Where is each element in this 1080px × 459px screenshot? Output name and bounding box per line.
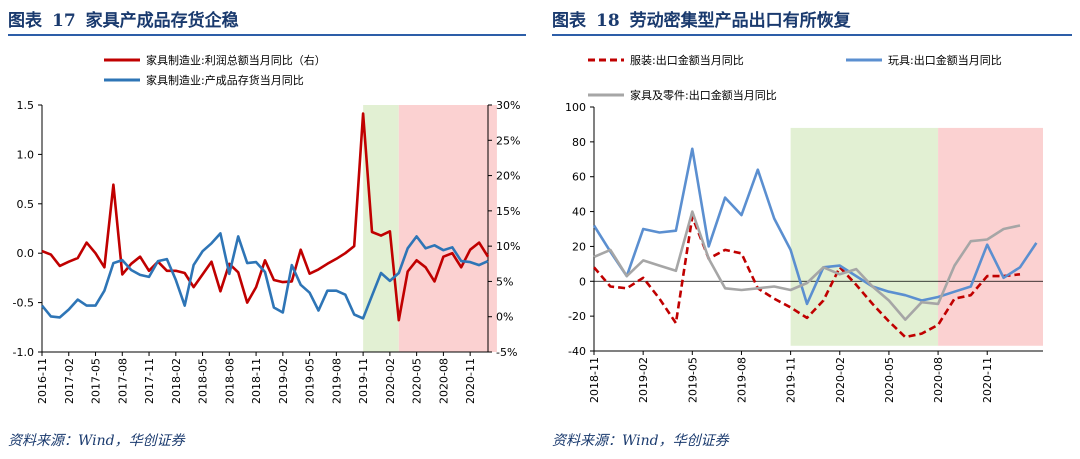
left-title-text: 家具产成品存货企稳 <box>85 11 239 31</box>
y-tick-label: 100 <box>565 101 586 114</box>
legend-label: 家具及零件:出口金额当月同比 <box>630 88 777 102</box>
left-chart: 1.5 1.0 0.5 0.0 -0.5 -1.0 30% 25% 20% 15% 10% 5% 0% -… <box>13 53 521 404</box>
right-title-prefix: 图表 <box>552 11 586 31</box>
legend-label: 服装:出口金额当月同比 <box>630 53 744 67</box>
y-tick-label: 20 <box>572 240 586 253</box>
x-tick-label: 2019-08 <box>735 357 748 403</box>
x-tick-label: 2019-11 <box>785 357 798 403</box>
right-y-tick-label: 25% <box>496 134 520 147</box>
x-tick-label: 2017-05 <box>90 358 103 404</box>
right-title-number: 18 <box>596 11 620 31</box>
right-y-tick-label: 5% <box>496 275 513 288</box>
left-y-tick-label: 1.0 <box>17 148 35 161</box>
x-tick-label: 2020-05 <box>883 357 896 403</box>
x-tick-label: 2018-11 <box>588 357 601 403</box>
x-tick-label: 2019-11 <box>357 358 370 404</box>
series-line-apparel <box>593 215 1021 339</box>
series-line-inventory <box>40 232 489 320</box>
series-line-profit <box>41 112 490 322</box>
x-tick-label: 2020-11 <box>981 357 994 403</box>
x-tick-label: 2017-02 <box>63 358 76 404</box>
x-tick-label: 2018-11 <box>250 358 263 404</box>
left-shaded-region <box>363 105 399 352</box>
x-tick-label: 2019-08 <box>330 358 343 404</box>
x-tick-label: 2016-11 <box>36 358 49 404</box>
x-tick-label: 2020-11 <box>464 358 477 404</box>
x-tick-label: 2017-11 <box>143 358 156 404</box>
right-title-text: 劳动密集型产品出口有所恢复 <box>629 11 851 31</box>
left-title-number: 17 <box>52 11 76 31</box>
right-source-note: 资料来源：Wind，华创证券 <box>552 433 729 449</box>
right-title-rule <box>552 34 1072 36</box>
x-tick-label: 2018-08 <box>223 358 236 404</box>
left-shaded-region <box>398 105 497 352</box>
y-tick-label: 80 <box>572 136 586 149</box>
right-y-tick-label: -5% <box>496 346 517 359</box>
x-tick-label: 2018-05 <box>197 358 210 404</box>
y-tick-label: 40 <box>572 206 586 219</box>
left-title-prefix: 图表 <box>8 11 42 31</box>
left-y-tick-label: -0.5 <box>13 297 34 310</box>
series-line-furniture <box>593 210 1021 321</box>
x-tick-label: 2020-02 <box>834 357 847 403</box>
left-y-tick-label: 0.0 <box>17 247 35 260</box>
x-tick-label: 2020-02 <box>384 358 397 404</box>
x-tick-label: 2019-05 <box>304 358 317 404</box>
left-title-rule <box>8 34 526 36</box>
right-y-tick-label: 15% <box>496 205 520 218</box>
y-tick-label: -40 <box>568 345 586 358</box>
y-tick-label: 60 <box>572 171 586 184</box>
x-tick-label: 2020-08 <box>437 358 450 404</box>
left-chart-title: 图表 17 家具产成品存货企稳 <box>8 6 239 32</box>
right-y-tick-label: 20% <box>496 170 520 183</box>
legend-label: 家具制造业:利润总额当月同比（右） <box>146 53 326 67</box>
left-y-tick-label: 0.5 <box>17 198 35 211</box>
x-tick-label: 2019-02 <box>637 357 650 403</box>
x-tick-label: 2017-08 <box>116 358 129 404</box>
legend-label: 玩具:出口金额当月同比 <box>888 53 1002 67</box>
right-y-tick-label: 0% <box>496 311 513 324</box>
x-tick-label: 2020-08 <box>932 357 945 403</box>
x-tick-label: 2019-02 <box>277 358 290 404</box>
x-tick-label: 2020-05 <box>411 358 424 404</box>
left-y-tick-label: -1.0 <box>13 346 34 359</box>
legend-label: 家具制造业:产成品存货当月同比 <box>146 73 304 87</box>
right-y-tick-label: 10% <box>496 240 520 253</box>
right-chart-title: 图表 18 劳动密集型产品出口有所恢复 <box>552 6 851 32</box>
x-tick-label: 2018-02 <box>170 358 183 404</box>
left-y-tick-label: 1.5 <box>17 99 35 112</box>
left-source-note: 资料来源：Wind，华创证券 <box>8 433 185 449</box>
y-tick-label: -20 <box>568 310 586 323</box>
right-y-tick-label: 30% <box>496 99 520 112</box>
x-tick-label: 2019-05 <box>686 357 699 403</box>
series-line-toys <box>592 147 1038 306</box>
y-tick-label: 0 <box>579 275 586 288</box>
